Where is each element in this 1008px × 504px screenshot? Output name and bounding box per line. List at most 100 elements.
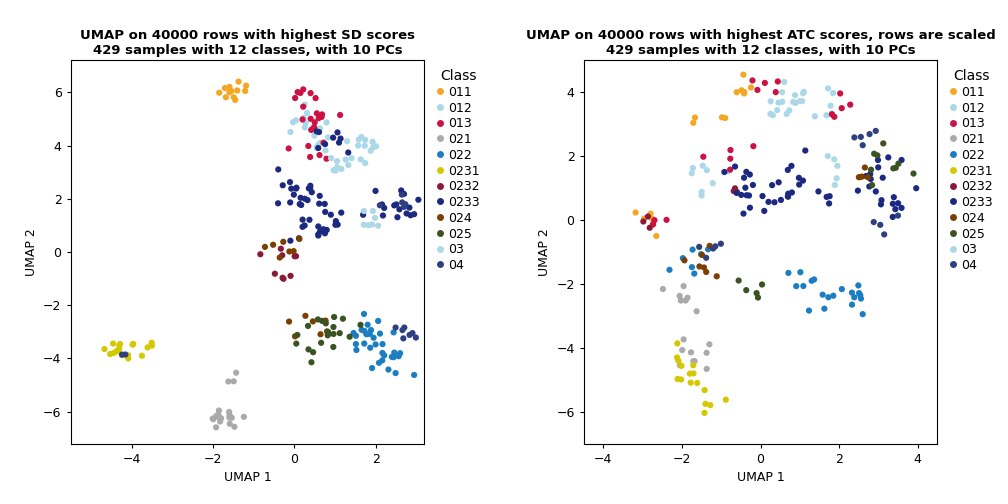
- Point: [770, 99, 786, 107]
- Point: [285, 118, 301, 127]
- Point: [328, 217, 344, 225]
- Point: [396, 324, 412, 332]
- Point: [144, 342, 160, 350]
- Point: [774, 88, 790, 96]
- Point: [770, 78, 786, 86]
- Point: [226, 93, 242, 101]
- Point: [736, 210, 752, 218]
- Point: [275, 238, 291, 246]
- Point: [252, 250, 268, 258]
- Point: [302, 182, 319, 190]
- Point: [288, 340, 304, 348]
- Point: [288, 252, 304, 260]
- Point: [787, 91, 803, 99]
- Point: [300, 142, 317, 150]
- Point: [368, 340, 384, 348]
- Point: [697, 386, 713, 394]
- Point: [783, 162, 799, 170]
- Point: [221, 408, 237, 416]
- Point: [318, 147, 334, 155]
- Point: [394, 326, 410, 334]
- Point: [356, 221, 372, 229]
- Point: [310, 231, 327, 239]
- Title: UMAP on 40000 rows with highest SD scores
429 samples with 12 classes, with 10 P: UMAP on 40000 rows with highest SD score…: [80, 29, 415, 56]
- Point: [858, 172, 874, 180]
- Point: [685, 361, 702, 369]
- Point: [694, 251, 710, 259]
- Point: [211, 407, 227, 415]
- Point: [368, 142, 384, 150]
- Point: [780, 190, 796, 198]
- Point: [706, 244, 722, 253]
- Point: [754, 192, 770, 200]
- Point: [112, 340, 128, 348]
- Point: [272, 254, 288, 262]
- Point: [682, 379, 699, 387]
- Point: [713, 240, 729, 248]
- Point: [673, 375, 689, 384]
- Point: [733, 191, 749, 199]
- Point: [356, 340, 372, 348]
- Point: [866, 150, 882, 158]
- Point: [139, 343, 155, 351]
- Point: [675, 335, 691, 343]
- Point: [795, 282, 811, 290]
- Point: [311, 151, 328, 159]
- Point: [738, 286, 754, 294]
- Point: [709, 272, 725, 280]
- Y-axis label: UMAP 2: UMAP 2: [537, 228, 550, 276]
- Point: [351, 136, 367, 144]
- Point: [316, 139, 332, 147]
- Point: [320, 331, 336, 339]
- Point: [887, 205, 903, 213]
- Point: [727, 162, 743, 170]
- Point: [292, 194, 308, 202]
- Point: [834, 285, 850, 293]
- Point: [803, 277, 820, 285]
- Point: [851, 173, 867, 181]
- Point: [816, 304, 833, 312]
- Legend: 011, 012, 013, 021, 022, 0231, 0232, 0233, 024, 025, 03, 04: 011, 012, 013, 021, 022, 0231, 0232, 023…: [434, 67, 482, 275]
- Point: [723, 146, 739, 154]
- Point: [283, 184, 299, 193]
- Point: [718, 396, 734, 404]
- Point: [729, 189, 745, 197]
- Point: [392, 349, 408, 357]
- Point: [694, 188, 710, 196]
- Point: [205, 414, 221, 422]
- Point: [296, 221, 312, 229]
- Point: [291, 200, 307, 208]
- Point: [124, 341, 140, 349]
- Point: [102, 350, 118, 358]
- Point: [370, 317, 386, 325]
- Point: [872, 221, 888, 229]
- Point: [669, 375, 685, 383]
- Point: [780, 193, 796, 201]
- Point: [303, 126, 320, 134]
- Point: [743, 83, 759, 91]
- Point: [756, 207, 772, 215]
- Point: [386, 349, 402, 357]
- Point: [326, 166, 342, 174]
- Point: [328, 167, 344, 175]
- Point: [362, 330, 378, 338]
- Point: [694, 192, 710, 200]
- Point: [745, 142, 761, 150]
- Point: [350, 142, 366, 150]
- Point: [295, 114, 311, 122]
- Point: [286, 191, 302, 199]
- Point: [674, 254, 690, 262]
- Point: [340, 149, 356, 157]
- Point: [705, 179, 721, 187]
- Point: [323, 211, 339, 219]
- Point: [301, 216, 318, 224]
- Point: [863, 166, 879, 174]
- Point: [890, 212, 906, 220]
- Point: [318, 317, 334, 325]
- Point: [303, 358, 320, 366]
- Point: [824, 110, 840, 118]
- Point: [374, 356, 390, 364]
- Point: [736, 88, 752, 96]
- Point: [671, 292, 687, 300]
- Point: [331, 139, 347, 147]
